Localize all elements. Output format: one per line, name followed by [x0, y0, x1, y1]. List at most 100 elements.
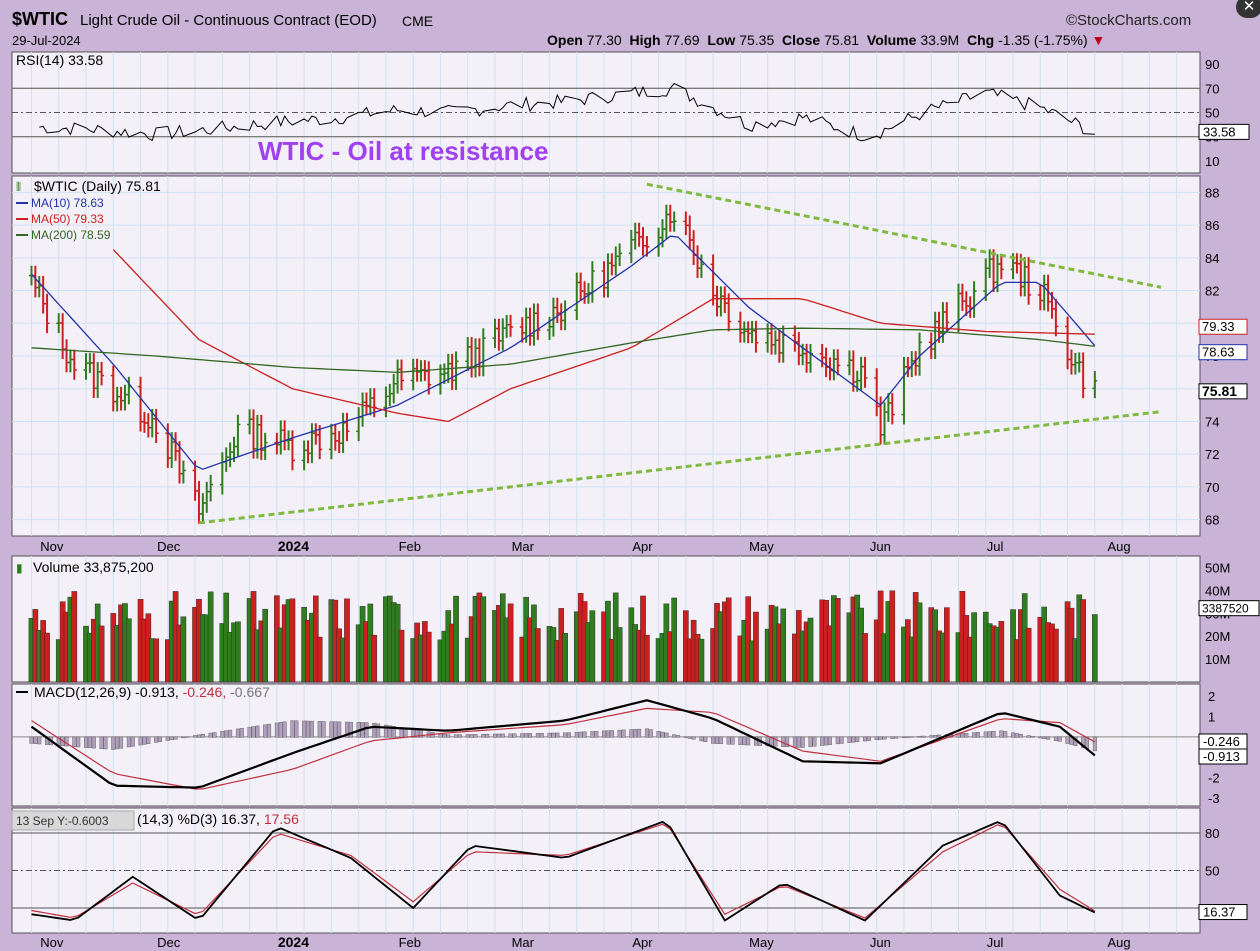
ma-legend-label: MA(200) 78.59 — [31, 228, 111, 242]
x-tick-label: Mar — [512, 935, 535, 950]
macd-hist-bar — [1038, 736, 1043, 739]
macd-hist-bar — [1053, 736, 1058, 741]
macd-hist-bar — [605, 730, 610, 738]
x-tick-label: May — [749, 935, 774, 950]
macd-hist-bar — [294, 720, 299, 738]
macd-hist-bar — [566, 732, 571, 738]
macd-hist-bar — [524, 733, 529, 738]
price-legend: $WTIC (Daily) 75.81 — [34, 178, 161, 194]
macd-hist-bar — [528, 733, 533, 738]
ma-line-0 — [31, 235, 1096, 470]
macd-hist-bar — [220, 731, 225, 738]
macd-hist-bar — [278, 722, 283, 738]
macd-hist-bar — [718, 736, 723, 745]
macd-hist-bar — [492, 733, 497, 738]
volume-bar — [126, 618, 132, 683]
volume-bar — [562, 633, 568, 683]
macd-hist-bar — [633, 729, 638, 738]
macd-hist-bar — [457, 734, 462, 738]
trendline-support — [198, 410, 1162, 525]
open-value: 77.30 — [586, 32, 622, 48]
macd-hist-bar — [247, 726, 252, 738]
macd-hist-bar — [33, 736, 38, 744]
macd-hist-bar — [317, 721, 322, 738]
macd-hist-bar — [235, 728, 240, 738]
chg-value: -1.35 (-1.75%) — [998, 32, 1088, 48]
sto-value-box — [1198, 904, 1248, 921]
volume-bar — [71, 591, 78, 683]
price-value-label: 78.63 — [1202, 345, 1235, 360]
macd-hist-bar — [387, 725, 392, 738]
macd-hist-bar — [103, 736, 108, 750]
macd-hist-bar — [520, 733, 525, 738]
macd-hist-bar — [563, 732, 568, 738]
macd-hist-bar — [847, 736, 852, 743]
macd-hist-bar — [800, 736, 805, 748]
macd-hist-bar — [905, 736, 910, 738]
volume-bar — [834, 598, 841, 683]
macd-hist-bar — [1081, 736, 1086, 748]
price-value-label: 79.33 — [1202, 319, 1235, 334]
macd-hist-bar — [539, 733, 544, 738]
volume-icon: ▮ — [16, 561, 23, 575]
brand-logo: ©StockCharts.com — [1066, 12, 1192, 29]
volume-bar — [944, 607, 950, 683]
macd-hist-bar — [602, 730, 607, 738]
x-tick-label: Jun — [870, 539, 891, 554]
macd-hist-bar — [200, 734, 205, 738]
macd-hist-bar — [699, 736, 704, 742]
rsi-legend: RSI(14) 33.58 — [16, 52, 103, 68]
macd-hist-bar — [824, 736, 829, 746]
x-tick-label: Jun — [870, 935, 891, 950]
volume-bar — [589, 610, 596, 683]
macd-hist-bar — [119, 736, 124, 749]
macd-hist-bar — [987, 731, 992, 738]
macd-hist-bar — [282, 721, 287, 738]
volume-bar — [507, 603, 514, 683]
macd-hist-bar — [866, 736, 871, 741]
macd-hist-bar — [863, 736, 868, 742]
volume-bar — [889, 590, 896, 683]
price-bars-icon: ⫴ — [16, 180, 21, 194]
x-tick-label: Jul — [987, 935, 1004, 950]
price-y-tick: 84 — [1205, 251, 1219, 266]
volume-value-label: 3387520 — [1202, 602, 1249, 616]
volume-y-tick: 40M — [1205, 583, 1230, 598]
macd-hist-bar — [1046, 736, 1051, 740]
ma-legend-label: MA(50) 79.33 — [31, 212, 104, 226]
macd-hist-bar — [812, 736, 817, 747]
volume-bar — [671, 597, 677, 683]
macd-y-tick: 2 — [1208, 689, 1215, 704]
price-y-tick: 72 — [1205, 447, 1219, 462]
volume-bar — [207, 591, 214, 683]
sto-y-tick: 50 — [1205, 864, 1219, 879]
macd-hist-bar — [383, 724, 388, 738]
sto-d-line — [31, 823, 1096, 919]
macd-hist-bar — [594, 731, 599, 738]
close-x-icon[interactable]: ✕ — [1236, 0, 1260, 18]
macd-hist-bar — [578, 731, 583, 738]
macd-hist-bar — [730, 736, 735, 745]
macd-hist-bar — [574, 732, 579, 738]
price-value-box — [1198, 344, 1248, 361]
price-value-box — [1198, 383, 1248, 400]
ma-legend-label: MA(10) 78.63 — [31, 196, 104, 210]
macd-hist-bar — [937, 734, 942, 738]
macd-hist-bar — [306, 720, 311, 738]
price-y-tick: 86 — [1205, 218, 1219, 233]
macd-hist-bar — [547, 732, 552, 738]
macd-hist-bar — [933, 735, 938, 738]
macd-hist-bar — [742, 736, 747, 746]
volume-bar — [344, 598, 350, 683]
volume-bar — [916, 602, 923, 683]
macd-hist-bar — [309, 720, 314, 738]
ma-line-2 — [31, 327, 1095, 374]
x-tick-label: Nov — [40, 935, 64, 950]
macd-hist-bar — [329, 721, 334, 738]
macd-legend-part: -0.667 — [230, 684, 270, 700]
macd-hist-bar — [1026, 735, 1031, 738]
trendline-resistance — [646, 182, 1162, 289]
macd-hist-bar — [901, 736, 906, 739]
macd-hist-bar — [228, 729, 233, 738]
